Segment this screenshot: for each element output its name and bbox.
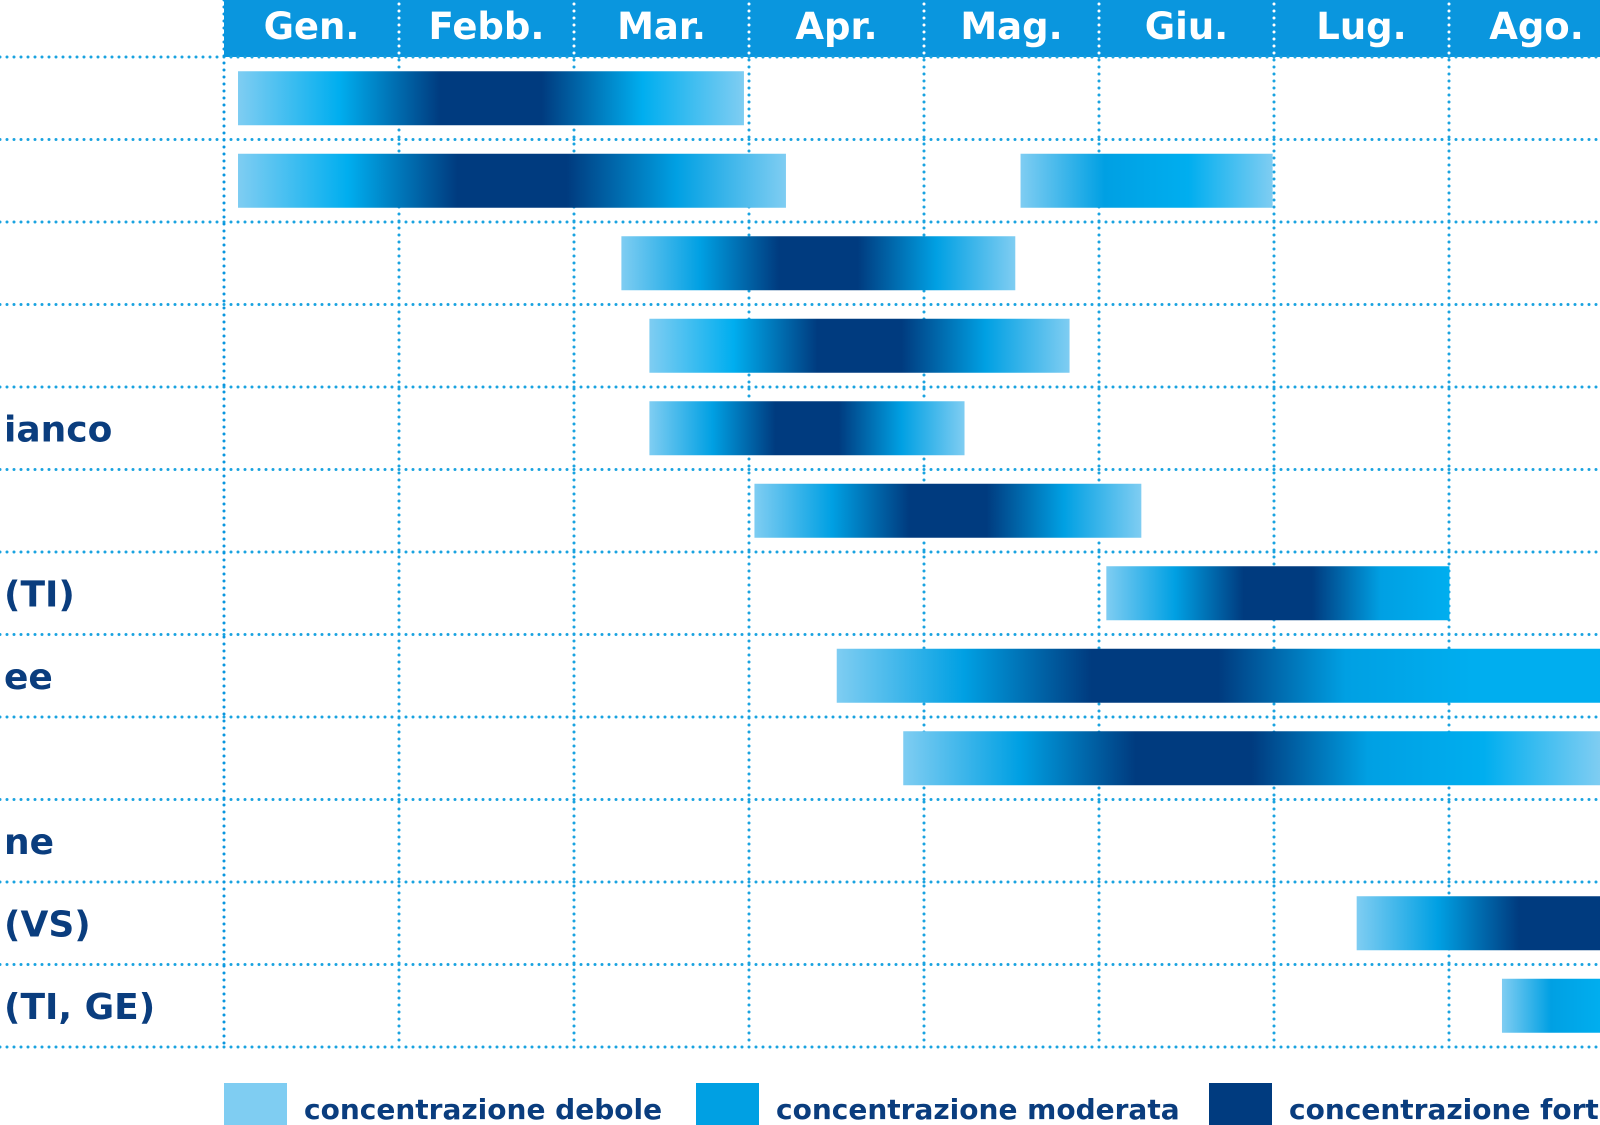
row-label: ianco: [4, 409, 112, 450]
month-label: Lug.: [1316, 5, 1406, 48]
header-band: [224, 0, 1600, 57]
month-label: Febb.: [429, 5, 545, 48]
month-label: Mar.: [617, 5, 706, 48]
legend-label: concentrazione moderata: [776, 1093, 1180, 1125]
bar: [903, 731, 1600, 786]
legend-swatch: [224, 1083, 287, 1125]
row-label: (VS): [4, 904, 91, 945]
bar: [238, 153, 786, 208]
month-label: Apr.: [795, 5, 877, 48]
bar: [836, 648, 1600, 703]
legend-swatch: [1209, 1083, 1272, 1125]
row-label: (TI, GE): [4, 987, 155, 1028]
bar: [649, 401, 965, 456]
row-label: ne: [4, 822, 54, 863]
month-label: Giu.: [1145, 5, 1228, 48]
bar: [1106, 566, 1450, 621]
bar: [1501, 978, 1600, 1033]
bar: [754, 483, 1142, 538]
month-label: Gen.: [264, 5, 360, 48]
month-label: Mag.: [960, 5, 1062, 48]
bar: [621, 236, 1016, 291]
bar: [238, 71, 744, 126]
bar: [1020, 153, 1273, 208]
bar: [649, 318, 1070, 373]
month-label: Ago.: [1489, 5, 1584, 48]
row-label: ee: [4, 657, 53, 698]
row-label: (TI): [4, 574, 75, 615]
legend-label: concentrazione debole: [304, 1093, 662, 1125]
bar: [1356, 896, 1600, 951]
legend-swatch: [696, 1083, 759, 1125]
legend-label: concentrazione forte: [1289, 1093, 1600, 1125]
